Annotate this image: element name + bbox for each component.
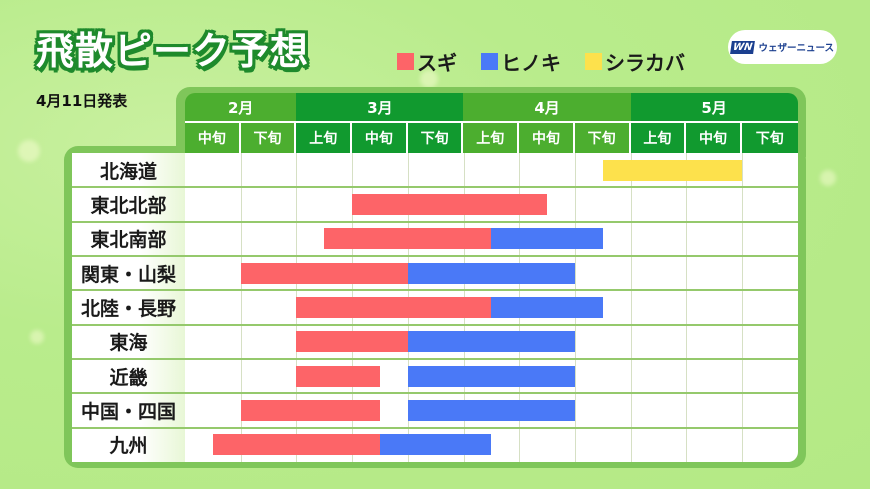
period-header: 中旬 [519, 123, 575, 153]
period-header: 下旬 [574, 123, 631, 153]
period-header: 中旬 [352, 123, 408, 153]
month-header: 3月 [296, 93, 464, 121]
legend-label: スギ [417, 51, 457, 75]
table-header: 2月 3月 4月 5月 中旬 下旬 上旬 中旬 下旬 上旬 中旬 下旬 上旬 中旬 下旬 [185, 93, 798, 153]
grid-vline [742, 153, 743, 462]
grid-hline [72, 323, 798, 326]
month-header: 5月 [630, 93, 798, 121]
region-label: 中国・四国 [80, 400, 176, 423]
region-label: 近畿 [109, 366, 148, 389]
period-header: 下旬 [240, 123, 297, 153]
grid-hline [72, 392, 798, 395]
region-label: 東北北部 [90, 194, 167, 217]
legend-label: シラカバ [605, 51, 685, 75]
peak-bar [352, 193, 548, 215]
peak-bar [212, 434, 380, 456]
grid-vline [630, 153, 632, 462]
bokeh-decoration [18, 140, 40, 162]
legend: スギ ヒノキ シラカバ [397, 47, 685, 76]
grid-hline [72, 289, 798, 292]
peak-bar [491, 296, 603, 318]
period-header: 上旬 [463, 123, 520, 153]
bokeh-decoration [30, 330, 44, 344]
grid-vline [240, 153, 242, 462]
region-label: 北海道 [99, 160, 157, 183]
wn-logo-icon: WN [730, 40, 756, 54]
region-label: 東北南部 [90, 229, 167, 252]
peak-bar [602, 159, 742, 181]
month-header: 2月 [185, 93, 297, 121]
period-header: 中旬 [185, 123, 241, 153]
period-row: 中旬 下旬 上旬 中旬 下旬 上旬 中旬 下旬 上旬 中旬 下旬 [185, 123, 798, 153]
legend-label: ヒノキ [501, 51, 561, 75]
peak-bar [240, 399, 380, 421]
month-row: 2月 3月 4月 5月 [185, 93, 798, 121]
peak-bar [407, 365, 575, 387]
weathernews-logo: WN ウェザーニュース [728, 30, 837, 64]
period-header: 上旬 [296, 123, 353, 153]
legend-item-hinoki: ヒノキ [481, 47, 561, 76]
shirakaba-swatch-icon [585, 53, 602, 70]
legend-item-shirakaba: シラカバ [585, 47, 685, 76]
grid-hline [72, 426, 798, 429]
page-title: 飛散ピーク予想 [36, 29, 310, 73]
grid-hline [72, 186, 798, 189]
peak-bar [296, 365, 380, 387]
region-label: 九州 [109, 435, 148, 458]
period-header: 上旬 [630, 123, 687, 153]
peak-bar [407, 262, 575, 284]
period-header: 下旬 [741, 123, 798, 153]
peak-bar [324, 228, 492, 250]
grid-hline [72, 357, 798, 360]
peak-bar [491, 228, 603, 250]
header-divider [185, 121, 798, 123]
peak-bar [240, 262, 408, 284]
period-header: 中旬 [686, 123, 742, 153]
bokeh-decoration [820, 170, 836, 186]
region-label: 東海 [109, 332, 148, 355]
sugi-swatch-icon [397, 53, 414, 70]
peak-bar [296, 296, 492, 318]
month-header: 4月 [463, 93, 631, 121]
hinoki-swatch-icon [481, 53, 498, 70]
region-label-column [72, 153, 185, 462]
peak-bar [296, 331, 408, 353]
peak-bar [407, 399, 575, 421]
peak-bar [407, 331, 575, 353]
region-label: 関東・山梨 [80, 263, 176, 286]
peak-bar [379, 434, 492, 456]
publish-date: 4月11日発表 [36, 92, 128, 110]
region-label: 北陸・長野 [80, 297, 176, 320]
grid-hline [72, 254, 798, 257]
bokeh-decoration [420, 70, 438, 88]
grid-hline [72, 220, 798, 223]
grid-vline [686, 153, 688, 462]
legend-item-sugi: スギ [397, 47, 457, 76]
period-header: 下旬 [407, 123, 464, 153]
logo-text: ウェザーニュース [758, 43, 834, 54]
